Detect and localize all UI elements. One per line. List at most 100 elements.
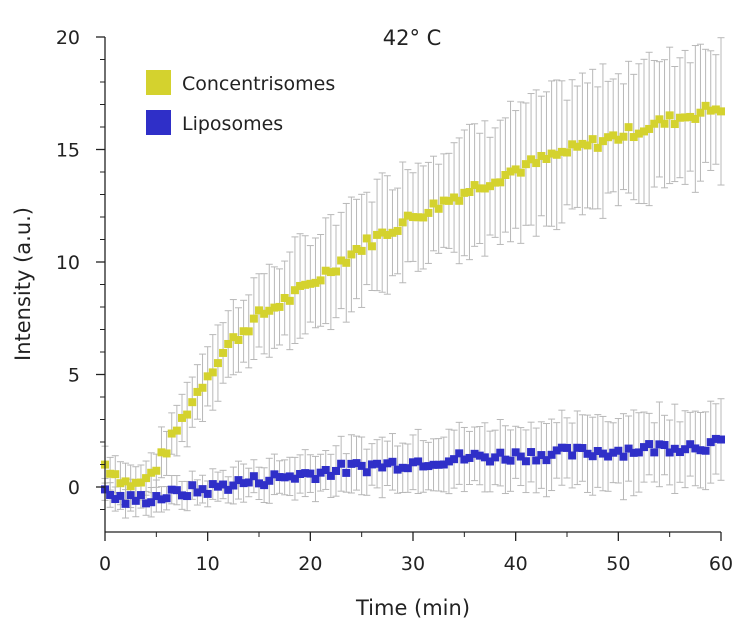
data-point-concentrisomes: [142, 474, 151, 483]
data-point-concentrisomes: [563, 148, 571, 157]
data-point-liposomes: [162, 494, 171, 503]
data-point-concentrisomes: [547, 149, 556, 158]
data-point-concentrisomes: [675, 113, 684, 122]
data-point-liposomes: [629, 448, 638, 457]
data-point-concentrisomes: [147, 468, 156, 477]
data-point-liposomes: [706, 438, 715, 447]
data-point-concentrisomes: [270, 303, 279, 312]
data-point-liposomes: [660, 441, 669, 450]
data-point-concentrisomes: [393, 226, 402, 235]
data-point-liposomes: [213, 482, 222, 491]
data-point-liposomes: [665, 448, 674, 457]
data-point-liposomes: [131, 496, 140, 505]
data-point-liposomes: [255, 479, 263, 488]
data-point-liposomes: [583, 449, 592, 458]
data-point-liposomes: [650, 448, 659, 457]
data-point-concentrisomes: [285, 296, 294, 305]
data-point-concentrisomes: [414, 213, 423, 222]
data-point-concentrisomes: [219, 348, 228, 357]
data-point-concentrisomes: [660, 119, 669, 128]
data-point-concentrisomes: [275, 302, 284, 311]
data-point-concentrisomes: [557, 147, 566, 156]
y-tick-label: 5: [68, 365, 80, 387]
data-point-concentrisomes: [532, 159, 541, 168]
data-point-concentrisomes: [527, 155, 536, 164]
data-point-concentrisomes: [229, 333, 238, 342]
legend-swatch-concentrisomes: [146, 70, 171, 95]
x-tick-label: 40: [504, 553, 528, 575]
data-point-liposomes: [675, 448, 684, 457]
data-point-liposomes: [532, 456, 541, 465]
data-point-liposomes: [239, 479, 248, 488]
legend-label-concentrisomes: Concentrisomes: [182, 73, 335, 95]
data-point-liposomes: [670, 444, 679, 453]
ticks-layer: [96, 36, 722, 541]
data-point-liposomes: [470, 449, 479, 458]
data-point-concentrisomes: [506, 167, 515, 176]
data-point-liposomes: [398, 463, 407, 472]
tick-labels-layer: 0 10 20 30 40 50 60 0 5 10 15 20: [56, 27, 733, 575]
data-point-concentrisomes: [183, 410, 192, 419]
data-point-liposomes: [655, 440, 664, 449]
data-point-concentrisomes: [711, 105, 720, 114]
data-point-liposomes: [491, 453, 500, 462]
data-point-concentrisomes: [444, 196, 453, 205]
data-point-liposomes: [516, 452, 525, 461]
data-point-liposomes: [378, 463, 387, 472]
data-point-liposomes: [357, 461, 366, 470]
data-point-liposomes: [167, 485, 176, 494]
data-point-liposomes: [383, 459, 392, 468]
data-point-liposomes: [593, 446, 602, 455]
data-point-liposomes: [701, 446, 710, 455]
data-point-concentrisomes: [455, 196, 464, 205]
data-point-concentrisomes: [511, 165, 520, 174]
data-point-liposomes: [696, 446, 705, 455]
data-point-liposomes: [388, 457, 397, 466]
data-point-liposomes: [121, 499, 130, 508]
data-point-concentrisomes: [670, 120, 679, 129]
x-tick-label: 10: [196, 553, 220, 575]
data-point-concentrisomes: [583, 141, 592, 150]
data-point-liposomes: [147, 498, 156, 507]
data-point-liposomes: [316, 468, 325, 477]
data-point-liposomes: [393, 465, 402, 474]
data-point-concentrisomes: [388, 228, 397, 237]
data-point-liposomes: [280, 473, 289, 482]
data-point-liposomes: [409, 458, 417, 467]
data-point-liposomes: [455, 449, 464, 458]
data-point-liposomes: [367, 460, 376, 469]
data-point-liposomes: [275, 473, 284, 482]
data-point-liposomes: [208, 480, 217, 489]
legend-label-liposomes: Liposomes: [182, 113, 283, 135]
data-point-liposomes: [568, 451, 577, 460]
data-point-liposomes: [480, 453, 489, 462]
data-point-liposomes: [183, 492, 192, 501]
data-point-concentrisomes: [126, 482, 135, 491]
data-point-liposomes: [142, 499, 151, 508]
data-point-concentrisomes: [265, 306, 274, 315]
data-point-concentrisomes: [136, 478, 145, 487]
data-point-liposomes: [290, 474, 299, 483]
data-point-liposomes: [111, 495, 120, 504]
data-point-liposomes: [116, 491, 125, 500]
y-axis-title: Intensity (a.u.): [11, 207, 35, 361]
data-point-concentrisomes: [604, 133, 613, 142]
data-point-concentrisomes: [301, 280, 310, 289]
data-point-liposomes: [326, 471, 335, 480]
data-point-concentrisomes: [157, 448, 166, 457]
data-point-liposomes: [496, 448, 505, 457]
data-point-liposomes: [219, 480, 228, 489]
data-point-concentrisomes: [378, 228, 387, 237]
data-point-liposomes: [234, 476, 243, 485]
data-point-concentrisomes: [152, 466, 161, 475]
chart-title: 42° C: [383, 26, 442, 50]
data-point-concentrisomes: [403, 211, 412, 220]
data-point-concentrisomes: [332, 267, 340, 276]
data-point-liposomes: [414, 457, 423, 466]
data-point-liposomes: [342, 468, 351, 477]
data-point-concentrisomes: [470, 181, 479, 190]
data-point-concentrisomes: [480, 184, 489, 193]
data-point-concentrisomes: [178, 413, 186, 422]
data-point-concentrisomes: [316, 276, 325, 285]
